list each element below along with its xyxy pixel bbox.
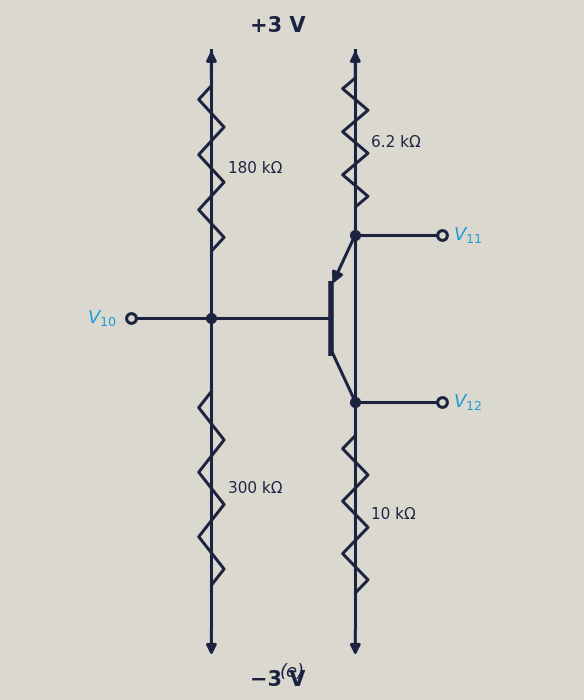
Text: 180 kΩ: 180 kΩ (228, 161, 282, 176)
Text: −3 V: −3 V (250, 670, 305, 690)
Text: 6.2 kΩ: 6.2 kΩ (371, 135, 421, 150)
Text: $V_{10}$: $V_{10}$ (87, 308, 116, 328)
Text: 300 kΩ: 300 kΩ (228, 481, 282, 496)
Text: $V_{11}$: $V_{11}$ (453, 225, 482, 245)
Text: $V_{12}$: $V_{12}$ (453, 392, 482, 412)
Text: 10 kΩ: 10 kΩ (371, 507, 416, 522)
Text: (e): (e) (279, 664, 305, 681)
Text: +3 V: +3 V (250, 16, 305, 36)
